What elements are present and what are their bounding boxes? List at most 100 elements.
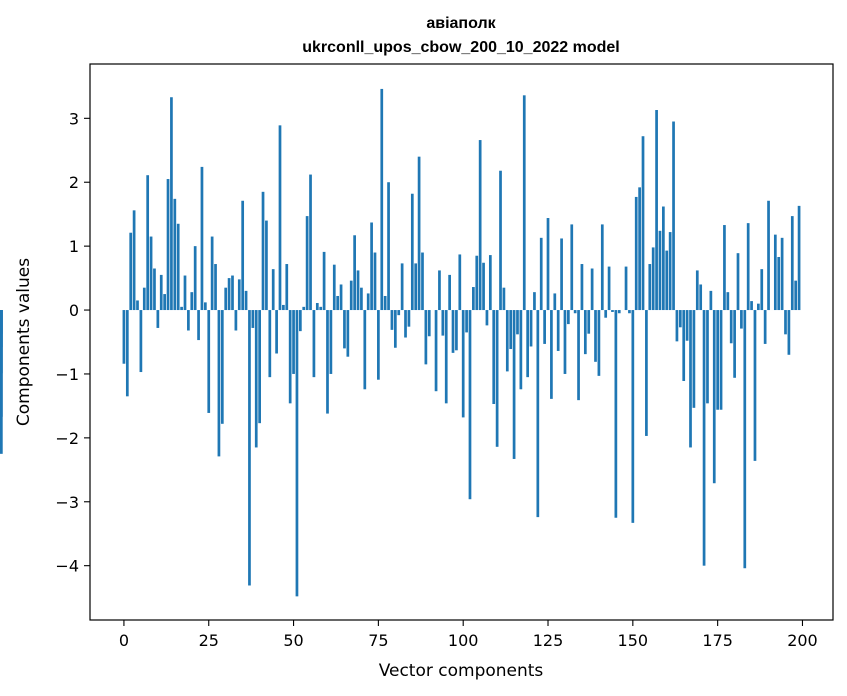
bar <box>712 310 716 484</box>
bar <box>617 310 621 314</box>
bar <box>607 266 611 311</box>
bar <box>604 310 608 318</box>
bar <box>723 225 726 311</box>
bar <box>780 237 784 311</box>
bar <box>248 310 251 586</box>
bars-group <box>0 88 801 597</box>
bar <box>434 310 438 392</box>
bar <box>583 310 587 355</box>
bar <box>658 230 662 311</box>
bar <box>400 263 404 311</box>
bar <box>231 275 234 311</box>
x-tick-label: 0 <box>119 631 129 650</box>
bar <box>237 279 241 311</box>
bar <box>407 310 411 327</box>
bar <box>343 310 346 349</box>
bar <box>587 310 591 334</box>
bar <box>790 216 794 311</box>
bar <box>339 284 343 311</box>
bar <box>580 264 584 311</box>
bar <box>363 310 367 390</box>
bar <box>689 310 692 448</box>
y-axis-ticks: −4 −3 −2 −1 0 1 2 3 <box>55 109 90 576</box>
bar <box>241 200 245 311</box>
bar <box>455 310 458 351</box>
bar <box>624 266 628 311</box>
bar <box>777 257 781 311</box>
bar <box>685 310 689 341</box>
bar <box>438 270 441 311</box>
bar <box>142 287 146 311</box>
x-tick-label: 50 <box>283 631 303 650</box>
bar <box>329 310 333 374</box>
bar <box>543 310 546 344</box>
bar <box>390 310 394 330</box>
bar <box>346 310 350 357</box>
bar <box>370 222 373 311</box>
bar <box>159 274 163 311</box>
bar <box>278 125 282 311</box>
bar <box>773 234 777 311</box>
bar <box>366 293 370 311</box>
bar <box>129 232 133 311</box>
bar <box>203 302 207 311</box>
bar <box>706 310 709 404</box>
bar <box>767 200 770 311</box>
bar <box>183 275 187 311</box>
bar <box>590 268 594 311</box>
bar <box>197 310 200 341</box>
bar <box>387 182 390 311</box>
bar <box>234 310 238 331</box>
x-tick-label: 125 <box>533 631 564 650</box>
bar <box>675 310 679 342</box>
bar <box>163 294 166 311</box>
bar <box>322 251 326 311</box>
bar <box>451 310 455 353</box>
bar <box>146 175 150 311</box>
bar <box>709 290 713 311</box>
bar <box>166 179 170 311</box>
bar <box>444 310 448 404</box>
bar <box>210 236 214 311</box>
bar <box>0 310 3 374</box>
bar <box>522 95 526 311</box>
bar <box>757 303 760 311</box>
y-tick-label: −1 <box>55 365 79 384</box>
bar <box>695 270 699 311</box>
bar <box>492 310 496 404</box>
bar <box>716 310 720 410</box>
bar <box>638 187 641 311</box>
bar <box>373 252 377 311</box>
y-tick-label: −2 <box>55 429 79 448</box>
bar <box>512 310 516 459</box>
bar <box>611 310 614 312</box>
bar <box>556 310 560 351</box>
bar <box>176 223 180 311</box>
bar <box>719 310 723 410</box>
bar <box>634 196 638 311</box>
bar <box>132 210 136 311</box>
bar <box>499 170 502 311</box>
bar <box>448 274 451 311</box>
bar <box>750 301 753 311</box>
bar <box>516 310 519 335</box>
x-tick-label: 25 <box>199 631 219 650</box>
bar <box>787 310 791 355</box>
bar <box>495 310 499 447</box>
bar <box>220 310 224 424</box>
bar <box>461 310 465 418</box>
bar <box>315 303 319 311</box>
bar <box>784 310 787 335</box>
x-tick-label: 75 <box>368 631 388 650</box>
bar <box>536 310 540 518</box>
bar <box>478 140 482 311</box>
bar <box>573 310 577 314</box>
bar <box>258 310 261 424</box>
bar <box>326 310 329 414</box>
bar <box>600 224 604 311</box>
bar <box>482 262 485 311</box>
y-tick-label: 2 <box>69 173 79 192</box>
bar <box>380 88 384 311</box>
bar <box>349 280 353 311</box>
bar <box>190 292 194 311</box>
